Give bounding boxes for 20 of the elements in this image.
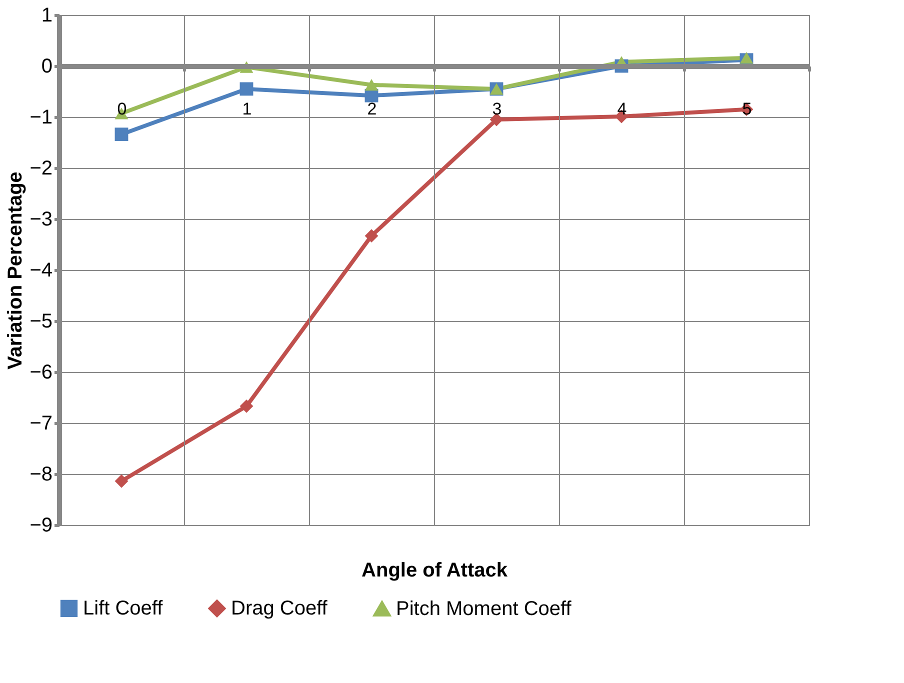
y-tick-label: −5 [30, 310, 52, 332]
y-tick-label: −2 [30, 158, 52, 180]
y-tick-label: −3 [30, 208, 52, 230]
y-tick-label: −6 [30, 362, 52, 384]
x-tick-label: 3 [492, 100, 502, 118]
x-tick-label: 5 [742, 100, 752, 118]
y-axis-title: Variation Percentage [4, 172, 27, 370]
y-tick-label: −1 [30, 106, 52, 128]
y-tick-label: −4 [30, 260, 52, 282]
legend-label: Pitch Moment Coeff [396, 598, 572, 620]
legend-label: Lift Coeff [83, 597, 164, 620]
y-tick-label: −9 [30, 514, 52, 536]
y-tick-label: 1 [41, 4, 52, 26]
x-tick-label: 2 [367, 100, 377, 118]
y-tick-label: 0 [41, 56, 52, 78]
y-tick-label: −7 [30, 412, 52, 434]
y-tick-label: −8 [30, 464, 52, 486]
x-tick-label: 1 [242, 100, 252, 118]
x-axis-title: Angle of Attack [362, 560, 508, 582]
legend-label: Drag Coeff [231, 597, 328, 620]
